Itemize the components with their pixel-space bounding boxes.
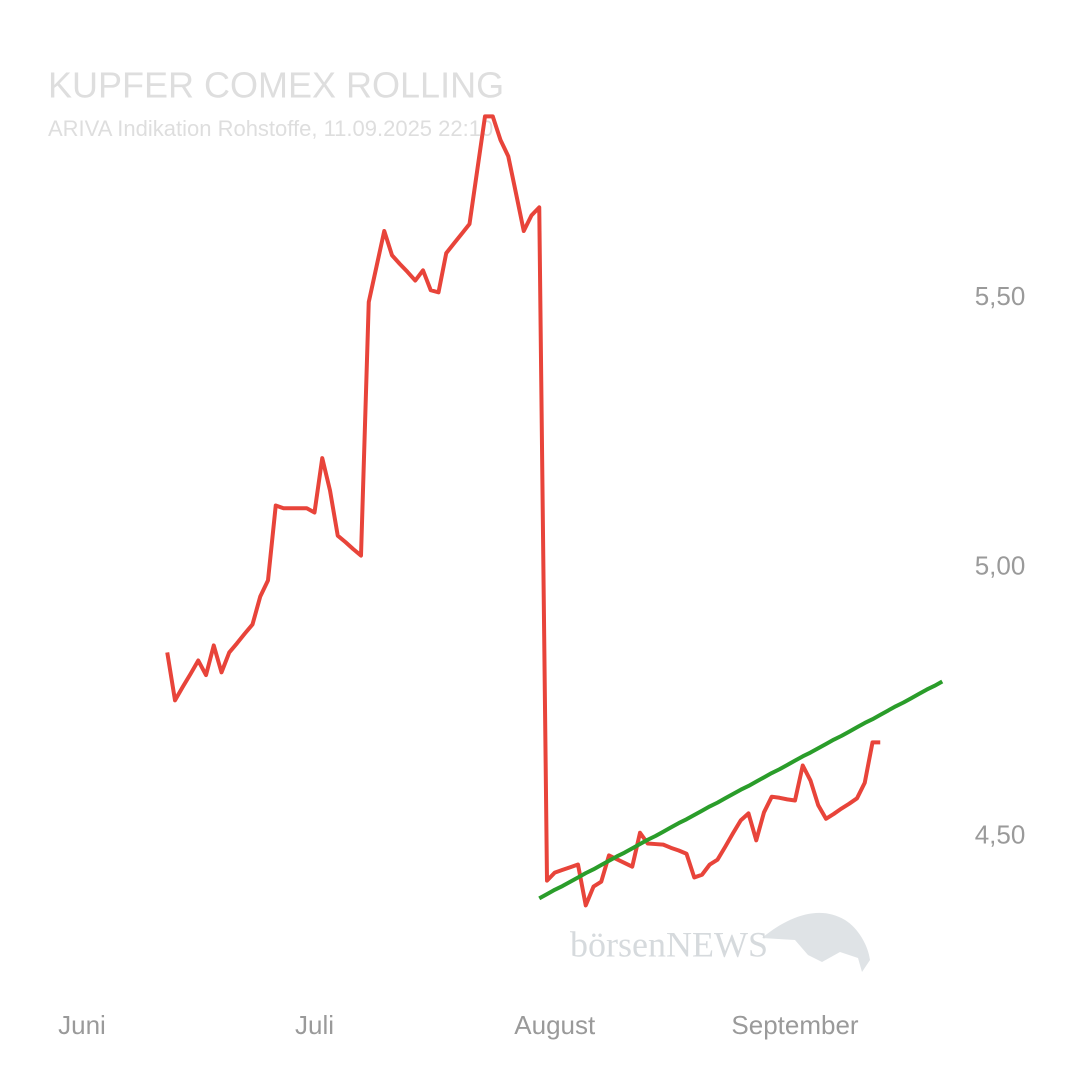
y-tick-label: 4,50 xyxy=(975,819,1026,849)
x-tick-label: August xyxy=(514,1010,596,1040)
chart-title: KUPFER COMEX ROLLING xyxy=(48,65,504,106)
line-series xyxy=(538,679,944,901)
x-tick-label: Juli xyxy=(295,1010,334,1040)
y-tick-label: 5,00 xyxy=(975,550,1026,580)
watermark: börsenNEWS xyxy=(570,924,768,964)
x-tick-label: Juni xyxy=(58,1010,106,1040)
x-tick-label: September xyxy=(731,1010,859,1040)
line-series xyxy=(165,114,881,908)
chart-subtitle: ARIVA Indikation Rohstoffe, 11.09.2025 2… xyxy=(48,116,493,141)
watermark-logo xyxy=(762,912,870,972)
y-tick-label: 5,50 xyxy=(975,281,1026,311)
